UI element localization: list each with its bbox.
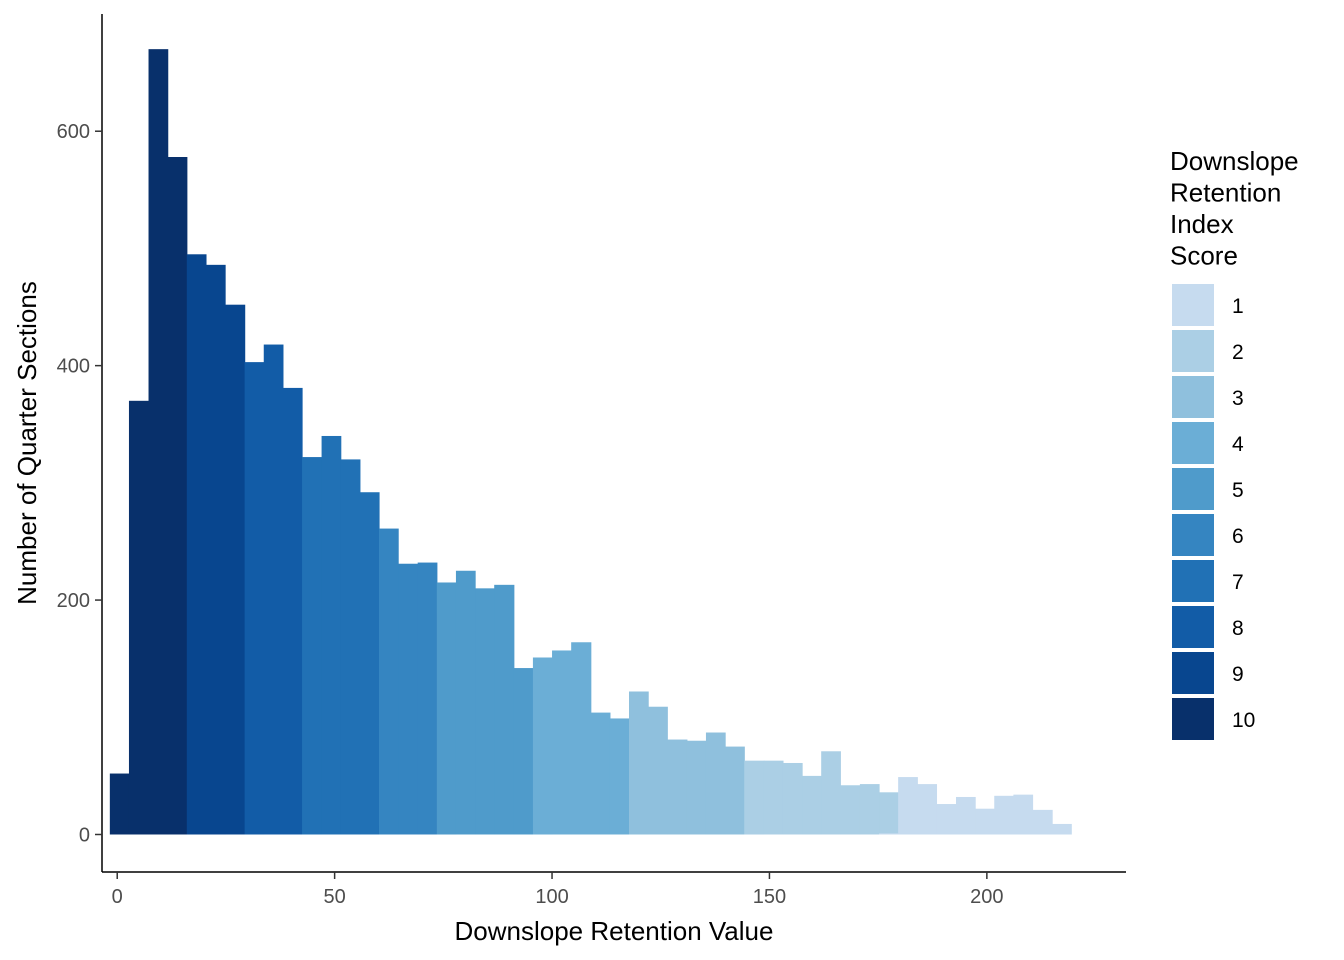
legend-title-line: Downslope: [1170, 146, 1299, 176]
legend-title-line: Index: [1170, 209, 1234, 239]
bar-score-5-bin-2: [475, 588, 495, 835]
bar-score-4-bin-4: [609, 718, 630, 835]
bar-score-9-bin-1: [205, 264, 226, 835]
bar-score-10-bin-2: [148, 49, 169, 835]
legend-key-1: [1172, 284, 1214, 326]
bar-score-8-bin-0: [244, 362, 265, 835]
y-axis-title: Number of Quarter Sections: [12, 281, 42, 605]
bar-score-1-bin-3: [936, 804, 957, 835]
bar-score-3-bin-2: [667, 739, 688, 835]
legend-label-8: 8: [1232, 617, 1244, 640]
bar-score-1-bin-7: [1013, 794, 1034, 835]
legend-key-3: [1172, 376, 1214, 418]
bar-score-2-bin-2: [782, 762, 803, 835]
bar-score-2-bin-5: [840, 785, 861, 835]
bar-score-10-bin-1: [128, 400, 150, 835]
bar-score-2-bin-1: [763, 760, 784, 835]
bar-score-5-bin-4: [513, 668, 534, 835]
bar-score-7-bin-2: [340, 459, 361, 835]
bar-score-2-bin-6: [859, 784, 880, 835]
x-tick-label: 100: [535, 886, 568, 908]
x-tick-label: 150: [753, 886, 786, 908]
bar-score-1-bin-1: [898, 777, 918, 835]
y-tick-label: 0: [79, 824, 90, 846]
bar-score-7-bin-3: [359, 492, 380, 835]
bar-score-7-bin-0: [302, 457, 323, 835]
bar-score-8-bin-1: [263, 344, 284, 835]
legend-label-4: 4: [1232, 433, 1244, 456]
legend-key-7: [1172, 560, 1214, 602]
bar-score-1-bin-6: [994, 795, 1014, 835]
bar-score-6-bin-2: [417, 562, 438, 835]
x-tick-label: 50: [324, 886, 346, 908]
bar-score-5-bin-0: [436, 582, 457, 835]
x-axis-title: Downslope Retention Value: [455, 916, 774, 946]
bar-score-4-bin-2: [571, 642, 592, 835]
legend-key-6: [1172, 514, 1214, 556]
y-tick-label: 200: [57, 590, 90, 612]
x-tick-label: 0: [112, 886, 123, 908]
bar-score-3-bin-1: [648, 706, 668, 835]
legend-title-line: Score: [1170, 241, 1238, 271]
legend-label-2: 2: [1232, 341, 1244, 364]
bar-score-5-bin-3: [494, 584, 515, 835]
legend-label-5: 5: [1232, 479, 1244, 502]
bar-score-1-bin-0: [879, 833, 899, 835]
legend-key-4: [1172, 422, 1214, 464]
legend-key-9: [1172, 652, 1214, 694]
legend-label-1: 1: [1232, 295, 1244, 318]
y-axis-ticks: 0 200 400 600: [57, 121, 102, 846]
legend-label-7: 7: [1232, 571, 1244, 594]
legend-key-2: [1172, 330, 1214, 372]
bar-score-9-bin-0: [186, 254, 207, 835]
bar-score-3-bin-3: [686, 740, 707, 835]
bar-score-6-bin-1: [398, 563, 419, 835]
bar-score-5-bin-1: [455, 570, 476, 835]
legend-title-line: Retention: [1170, 178, 1281, 208]
bar-score-1-bin-4: [955, 796, 976, 835]
bar-score-3-bin-5: [725, 746, 745, 835]
bar-score-1-bin-9: [1052, 823, 1072, 835]
x-axis-ticks: 0 50 100 150 200: [112, 872, 1004, 908]
legend-label-9: 9: [1232, 663, 1244, 686]
bar-score-10-bin-0: [109, 773, 130, 835]
bar-score-3-bin-4: [705, 732, 726, 835]
bar-score-6-bin-0: [378, 528, 399, 835]
histogram-bars: [109, 49, 1072, 835]
bar-score-3-bin-0: [629, 691, 649, 835]
x-tick-label: 200: [970, 886, 1003, 908]
bar-score-1-bin-8: [1032, 809, 1053, 835]
legend-key-5: [1172, 468, 1214, 510]
bar-score-1-bin-2: [917, 784, 938, 835]
bar-score-2-bin-7: [879, 792, 899, 835]
bar-score-4-bin-1: [552, 650, 572, 835]
legend-label-10: 10: [1232, 709, 1255, 732]
bar-score-2-bin-4: [821, 751, 841, 835]
bar-score-2-bin-3: [802, 775, 822, 835]
legend-key-8: [1172, 606, 1214, 648]
legend-label-3: 3: [1232, 387, 1244, 410]
bar-score-2-bin-0: [744, 760, 765, 835]
legend-label-6: 6: [1232, 525, 1244, 548]
bar-score-9-bin-2: [225, 304, 246, 835]
y-tick-label: 400: [57, 356, 90, 378]
y-tick-label: 600: [57, 121, 90, 143]
bar-score-7-bin-1: [321, 435, 342, 835]
bar-score-1-bin-5: [975, 808, 995, 835]
bar-score-10-bin-3: [167, 157, 188, 835]
bar-score-8-bin-2: [282, 387, 303, 835]
bar-score-4-bin-3: [590, 712, 611, 835]
bar-score-4-bin-0: [532, 657, 553, 835]
legend-key-10: [1172, 698, 1214, 740]
